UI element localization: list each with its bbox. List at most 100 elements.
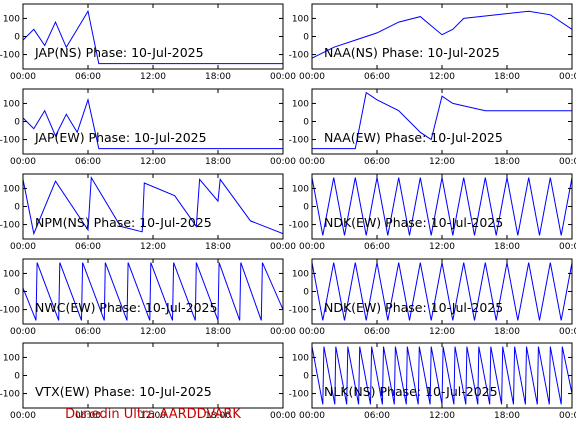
phase-panel: 100 0 -100 00:00 06:00 12:00 18:00 00:00 NLK(NS)… bbox=[289, 342, 576, 421]
panel-title: JAP(NS) Phase: 10-Jul-2025 bbox=[34, 45, 204, 60]
x-tick-label: 06:00 bbox=[364, 157, 390, 167]
y-tick-label: -100 bbox=[0, 51, 20, 61]
x-tick-label: 18:00 bbox=[205, 242, 231, 252]
x-tick-label: 18:00 bbox=[494, 411, 520, 421]
y-tick-label: 100 bbox=[292, 353, 309, 363]
panel-grid: 100 0 -100 00:00 06:00 12:00 18:00 00:00 JAP(NS)… bbox=[0, 3, 576, 421]
y-tick-label: -100 bbox=[289, 51, 310, 61]
y-tick-label: -100 bbox=[0, 136, 20, 146]
y-tick-label: 0 bbox=[303, 372, 309, 382]
panel-title: JAP(EW) Phase: 10-Jul-2025 bbox=[34, 130, 207, 145]
panel-title: NLK(NS) Phase: 10-Jul-2025 bbox=[324, 384, 498, 399]
phase-trace bbox=[23, 97, 283, 150]
phase-trace bbox=[312, 10, 572, 59]
x-tick-label: 00:00 bbox=[10, 157, 36, 167]
phase-panel: 100 0 -100 00:00 06:00 12:00 18:00 00:00 NDK(EW)… bbox=[289, 258, 576, 337]
phase-panel: 100 0 -100 00:00 06:00 12:00 18:00 00:00 NPM(NS)… bbox=[0, 173, 296, 252]
phase-panel: 100 0 -100 00:00 06:00 12:00 18:00 00:00 NAA(EW)… bbox=[289, 88, 576, 167]
phase-panel: 100 0 -100 00:00 06:00 12:00 18:00 00:00 VTX(EW)… bbox=[0, 342, 296, 421]
x-tick-label: 00:00 bbox=[559, 242, 576, 252]
y-tick-label: 100 bbox=[292, 269, 309, 279]
x-tick-label: 00:00 bbox=[270, 242, 296, 252]
x-tick-label: 00:00 bbox=[559, 327, 576, 337]
y-tick-label: -100 bbox=[289, 221, 310, 231]
x-tick-label: 12:00 bbox=[429, 72, 455, 82]
y-tick-label: -100 bbox=[289, 136, 310, 146]
x-tick-label: 00:00 bbox=[559, 157, 576, 167]
y-tick-label: 0 bbox=[303, 203, 309, 213]
footer-label: Dunedin Ultra AARDDVARK bbox=[65, 407, 241, 422]
y-tick-label: 100 bbox=[3, 269, 20, 279]
phase-trace bbox=[23, 262, 283, 321]
x-tick-label: 18:00 bbox=[494, 242, 520, 252]
x-tick-label: 06:00 bbox=[75, 157, 101, 167]
panel-title: NWC(EW) Phase: 10-Jul-2025 bbox=[35, 300, 217, 315]
y-tick-label: -100 bbox=[289, 306, 310, 316]
y-tick-label: 100 bbox=[3, 353, 20, 363]
x-tick-label: 00:00 bbox=[299, 157, 325, 167]
x-tick-label: 18:00 bbox=[494, 157, 520, 167]
x-tick-label: 06:00 bbox=[364, 72, 390, 82]
x-tick-label: 00:00 bbox=[299, 411, 325, 421]
x-tick-label: 00:00 bbox=[559, 411, 576, 421]
x-tick-label: 00:00 bbox=[10, 411, 36, 421]
panel-title: NAA(NS) Phase: 10-Jul-2025 bbox=[324, 45, 500, 60]
panel-title: NPM(NS) Phase: 10-Jul-2025 bbox=[35, 215, 212, 230]
y-tick-label: 0 bbox=[303, 118, 309, 128]
x-tick-label: 06:00 bbox=[364, 411, 390, 421]
panel-title: VTX(EW) Phase: 10-Jul-2025 bbox=[35, 384, 212, 399]
y-tick-label: 100 bbox=[3, 184, 20, 194]
x-tick-label: 18:00 bbox=[205, 157, 231, 167]
y-tick-label: 0 bbox=[303, 33, 309, 43]
y-tick-label: 100 bbox=[292, 99, 309, 109]
x-tick-label: 00:00 bbox=[10, 242, 36, 252]
x-tick-label: 12:00 bbox=[140, 411, 166, 421]
panel-title: NDK(EW) Phase: 10-Jul-2025 bbox=[324, 300, 503, 315]
x-tick-label: 18:00 bbox=[494, 327, 520, 337]
x-tick-label: 00:00 bbox=[270, 157, 296, 167]
x-tick-label: 12:00 bbox=[140, 242, 166, 252]
y-tick-label: -100 bbox=[0, 221, 20, 231]
x-tick-label: 06:00 bbox=[364, 242, 390, 252]
panel-title: NDK(EW) Phase: 10-Jul-2025 bbox=[324, 215, 503, 230]
x-tick-label: 12:00 bbox=[429, 242, 455, 252]
x-tick-label: 06:00 bbox=[75, 411, 101, 421]
phase-trace bbox=[23, 9, 283, 65]
x-tick-label: 06:00 bbox=[364, 327, 390, 337]
y-tick-label: 0 bbox=[14, 288, 20, 298]
y-tick-label: 100 bbox=[292, 184, 309, 194]
phase-trace bbox=[23, 175, 283, 236]
phase-trace bbox=[312, 91, 572, 150]
x-tick-label: 18:00 bbox=[205, 72, 231, 82]
x-tick-label: 00:00 bbox=[559, 72, 576, 82]
x-tick-label: 00:00 bbox=[10, 327, 36, 337]
x-tick-label: 18:00 bbox=[205, 411, 231, 421]
x-tick-label: 12:00 bbox=[140, 157, 166, 167]
y-tick-label: 0 bbox=[14, 118, 20, 128]
y-tick-label: 0 bbox=[14, 372, 20, 382]
x-tick-label: 00:00 bbox=[299, 242, 325, 252]
x-tick-label: 18:00 bbox=[494, 72, 520, 82]
y-tick-label: -100 bbox=[289, 390, 310, 400]
y-tick-label: -100 bbox=[0, 390, 20, 400]
x-tick-label: 00:00 bbox=[299, 72, 325, 82]
y-tick-label: 100 bbox=[292, 14, 309, 24]
x-tick-label: 00:00 bbox=[270, 72, 296, 82]
x-tick-label: 12:00 bbox=[429, 411, 455, 421]
phase-panel: 100 0 -100 00:00 06:00 12:00 18:00 00:00 JAP(EW)… bbox=[0, 88, 296, 167]
x-tick-label: 00:00 bbox=[270, 411, 296, 421]
y-tick-label: 100 bbox=[3, 99, 20, 109]
y-tick-label: 0 bbox=[14, 203, 20, 213]
y-tick-label: 0 bbox=[303, 288, 309, 298]
phase-trace bbox=[312, 346, 572, 405]
y-tick-label: 100 bbox=[3, 14, 20, 24]
phase-panel: 100 0 -100 00:00 06:00 12:00 18:00 00:00 NDK(EW)… bbox=[289, 173, 576, 252]
x-tick-label: 12:00 bbox=[429, 327, 455, 337]
x-tick-label: 00:00 bbox=[10, 72, 36, 82]
x-tick-label: 06:00 bbox=[75, 327, 101, 337]
phase-panel: 100 0 -100 00:00 06:00 12:00 18:00 00:00 NAA(NS)… bbox=[289, 3, 576, 82]
y-tick-label: 0 bbox=[14, 33, 20, 43]
x-tick-label: 06:00 bbox=[75, 242, 101, 252]
y-tick-label: -100 bbox=[0, 306, 20, 316]
